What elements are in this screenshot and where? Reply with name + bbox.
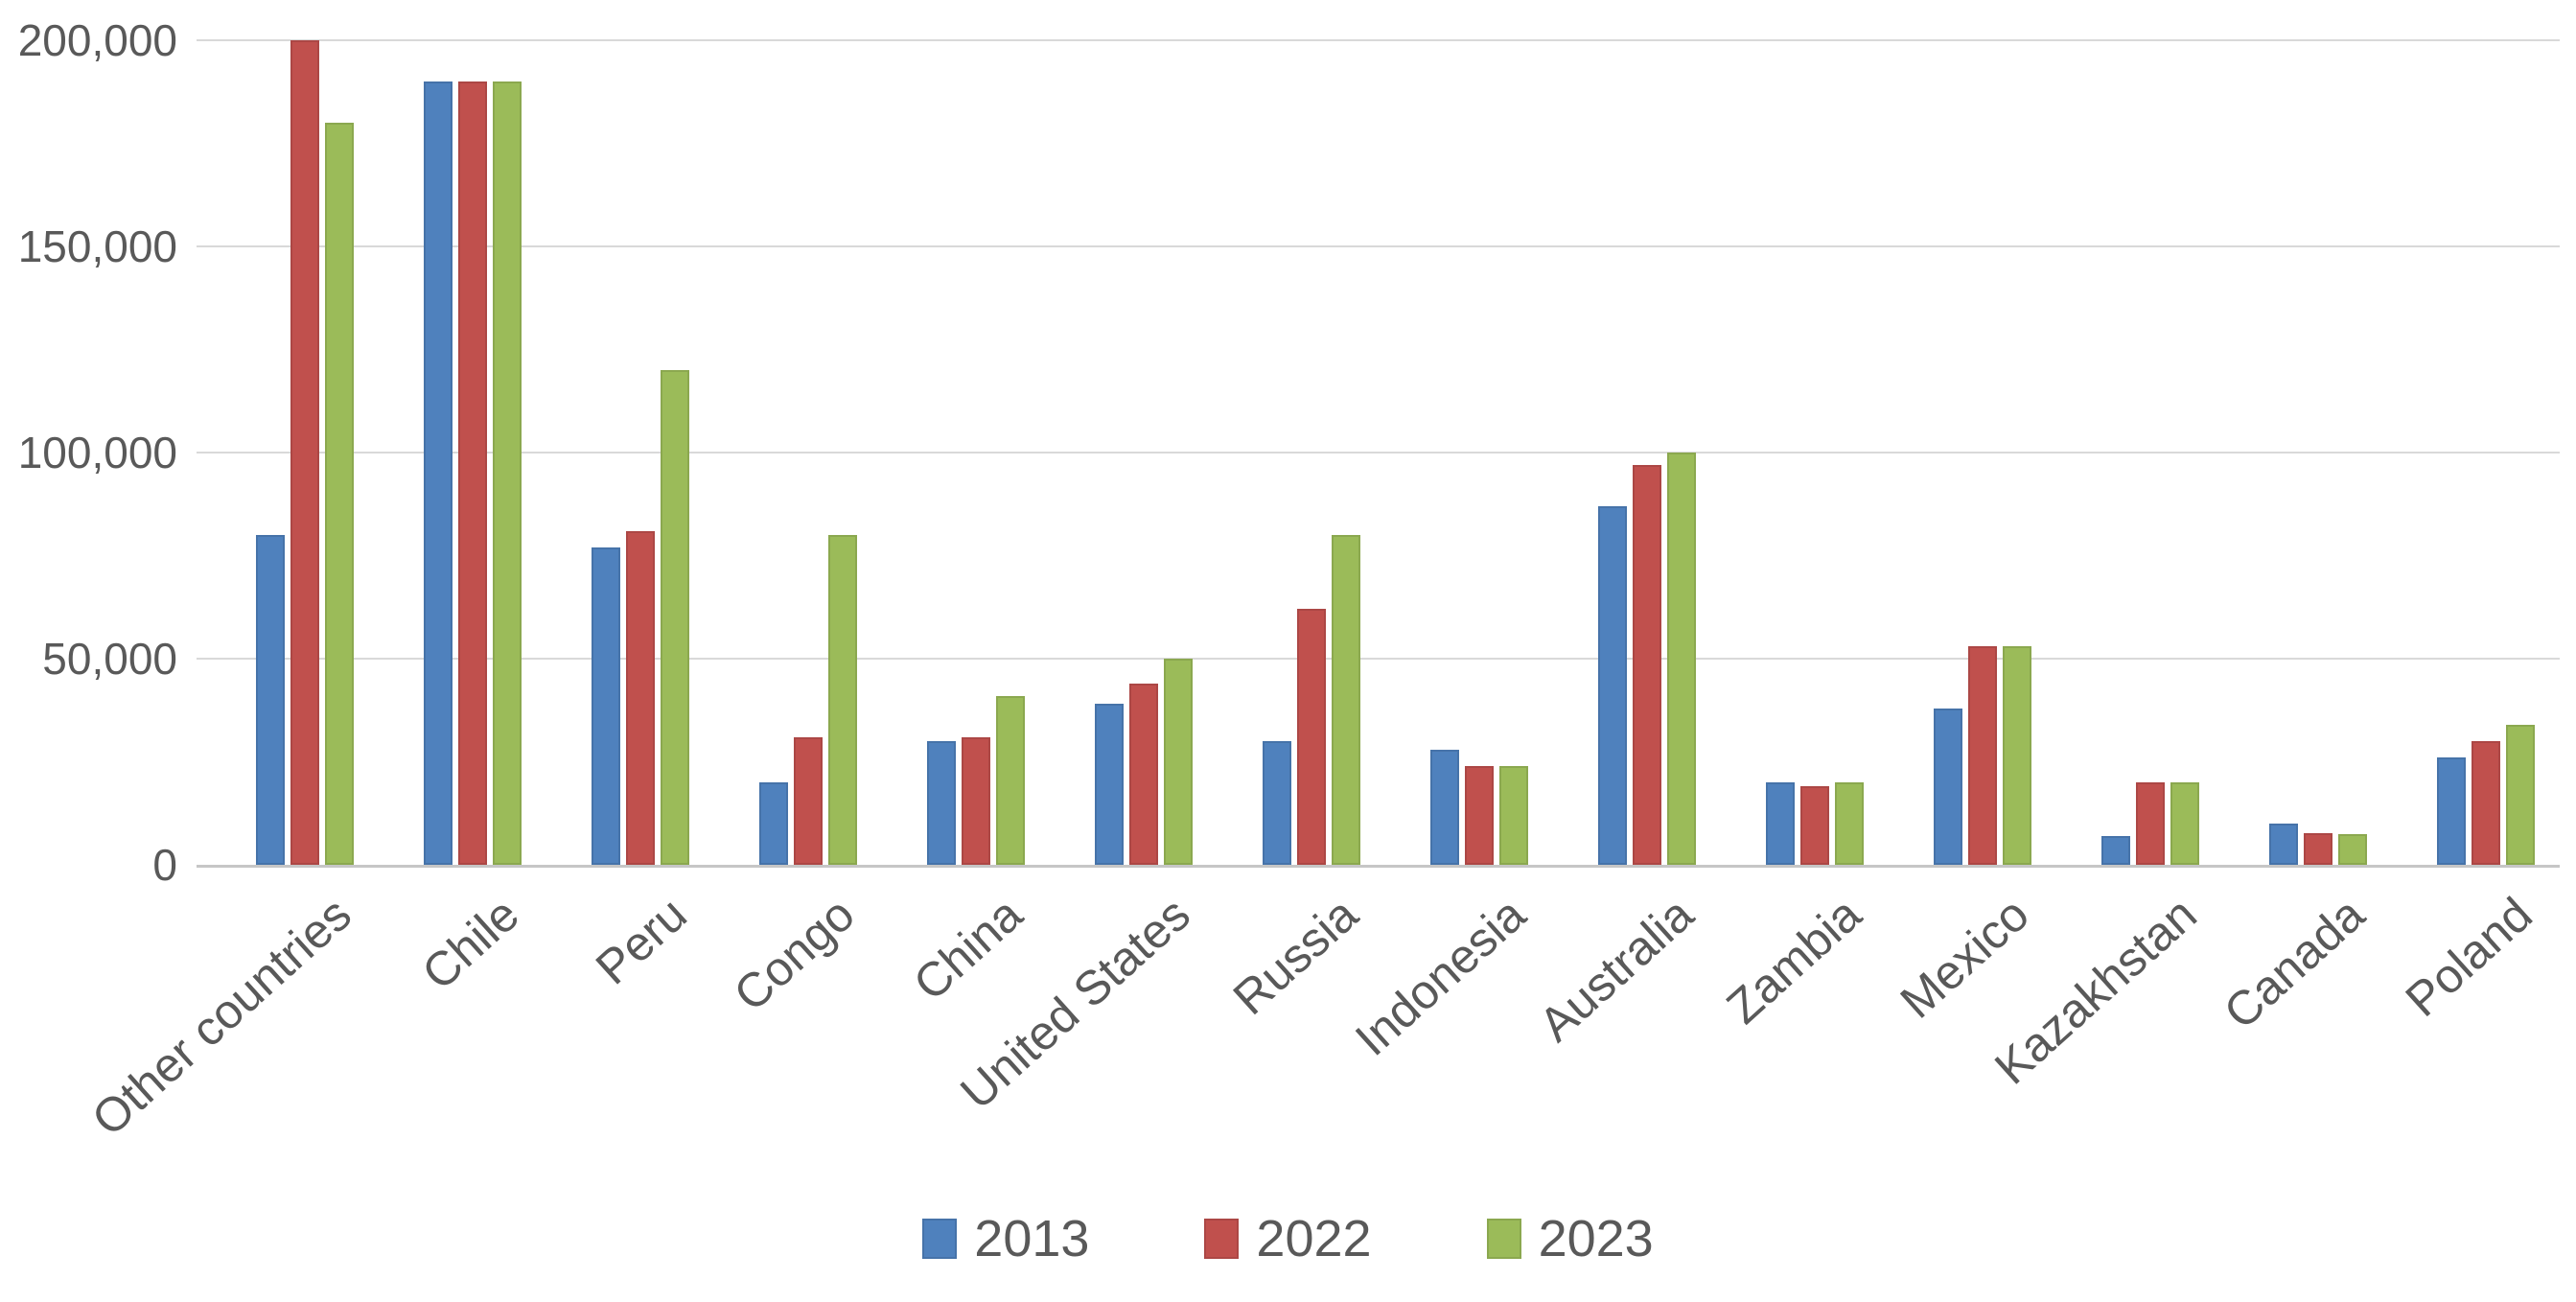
bar-2013-mexico <box>1933 708 1962 865</box>
bar-2013-poland <box>2436 757 2466 865</box>
bar-2022-mexico <box>1967 646 1997 865</box>
legend-label: 2022 <box>1256 1210 1372 1267</box>
bar-2013-peru <box>591 546 620 865</box>
bar-2023-chile <box>492 81 522 865</box>
bar-2022-australia <box>1632 464 1661 865</box>
gridline <box>197 39 2560 41</box>
bar-2022-chile <box>457 81 487 865</box>
bar-2013-russia <box>1262 741 1291 865</box>
bar-2023-canada <box>2337 833 2367 865</box>
bar-2022-indonesia <box>1464 765 1494 865</box>
bar-2013-canada <box>2268 824 2298 865</box>
bar-2013-chile <box>423 81 453 865</box>
bar-2023-australia <box>1666 453 1696 865</box>
bar-2023-indonesia <box>1498 765 1528 865</box>
legend: 2013 2022 2023 <box>0 1210 2576 1267</box>
bar-2013-australia <box>1597 505 1627 865</box>
bar-2023-zambia <box>1834 782 1864 865</box>
bar-2013-congo <box>758 782 788 865</box>
bar-2013-china <box>926 741 956 865</box>
bar-2022-china <box>961 736 990 865</box>
legend-item-2022: 2022 <box>1204 1210 1372 1267</box>
bar-2013-zambia <box>1765 782 1795 865</box>
bar-2022-united-states <box>1128 683 1158 865</box>
gridline <box>197 658 2560 660</box>
bar-2023-mexico <box>2002 646 2031 865</box>
x-axis-line <box>197 865 2560 868</box>
bar-2013-other-countries <box>255 535 285 865</box>
y-tick-label: 0 <box>152 840 177 890</box>
bar-2023-other-countries <box>324 123 354 865</box>
bar-2022-canada <box>2303 833 2332 865</box>
bar-2023-united-states <box>1163 659 1193 865</box>
legend-swatch-icon <box>1204 1219 1240 1259</box>
bar-2013-united-states <box>1094 704 1124 865</box>
bar-2022-kazakhstan <box>2135 782 2165 865</box>
bar-2013-indonesia <box>1429 749 1459 865</box>
gridline <box>197 452 2560 453</box>
bar-2023-congo <box>827 535 857 865</box>
bar-2022-zambia <box>1799 786 1829 865</box>
y-tick-label: 150,000 <box>17 221 177 271</box>
bar-2023-poland <box>2505 724 2535 865</box>
bar-2023-kazakhstan <box>2170 782 2199 865</box>
bar-2023-russia <box>1331 535 1360 865</box>
bar-2022-congo <box>793 736 823 865</box>
y-tick-label: 200,000 <box>17 15 177 65</box>
bar-2023-peru <box>660 370 689 865</box>
bar-2022-russia <box>1296 609 1326 865</box>
bar-2023-china <box>995 695 1025 865</box>
legend-label: 2013 <box>974 1210 1090 1267</box>
bar-2022-other-countries <box>290 40 319 865</box>
bar-2013-kazakhstan <box>2100 835 2130 865</box>
bar-2022-poland <box>2471 741 2500 865</box>
bar-2022-peru <box>625 530 655 865</box>
gridline <box>197 245 2560 247</box>
y-tick-label: 50,000 <box>42 634 177 684</box>
legend-swatch-icon <box>922 1219 958 1259</box>
legend-item-2023: 2023 <box>1486 1210 1654 1267</box>
legend-item-2013: 2013 <box>922 1210 1089 1267</box>
legend-label: 2023 <box>1538 1210 1654 1267</box>
y-tick-label: 100,000 <box>17 428 177 477</box>
legend-swatch-icon <box>1486 1219 1521 1259</box>
